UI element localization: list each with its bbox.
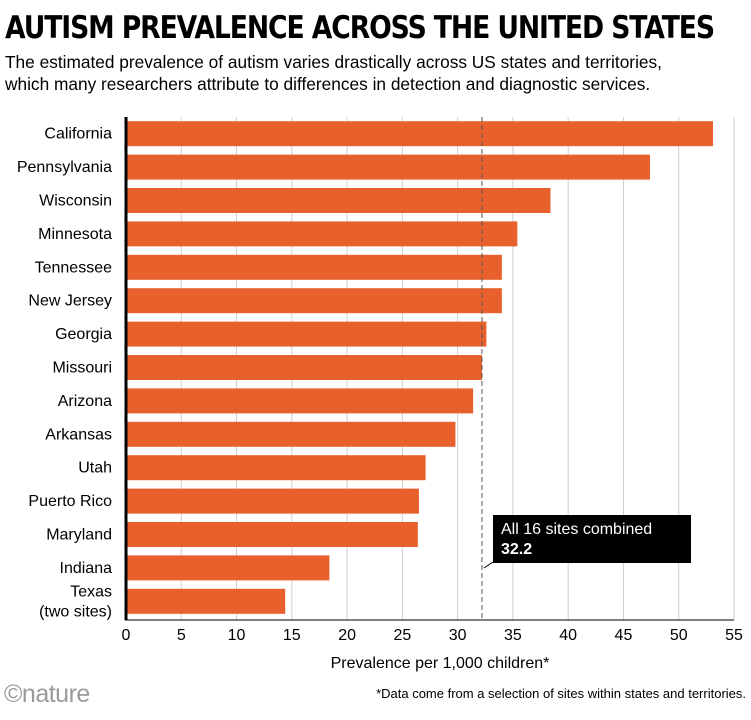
- category-label-line: (two sites): [39, 603, 112, 620]
- category-label-line: California: [44, 126, 112, 143]
- category-label-line: Wisconsin: [39, 193, 112, 210]
- category-label-9: Arkansas: [45, 426, 112, 443]
- category-label-line: Pennsylvania: [17, 159, 112, 176]
- footnote: *Data come from a selection of sites wit…: [376, 686, 746, 701]
- category-label-line: Puerto Rico: [28, 493, 112, 510]
- bar-4: [126, 254, 502, 280]
- x-tick-label-10: 10: [228, 627, 246, 644]
- category-label-7: Missouri: [52, 360, 112, 377]
- subtitle-line-1: The estimated prevalence of autism varie…: [5, 52, 662, 72]
- bar-2: [126, 188, 551, 213]
- nature-logo: ©nature: [4, 680, 90, 708]
- x-tick-label-30: 30: [449, 627, 467, 644]
- x-tick-label-15: 15: [283, 627, 301, 644]
- category-label-12: Maryland: [46, 527, 112, 544]
- category-label-line: Missouri: [52, 360, 112, 377]
- category-label-6: Georgia: [55, 326, 112, 343]
- chart-subtitle: The estimated prevalence of autism varie…: [5, 51, 662, 95]
- x-tick-label-40: 40: [559, 627, 577, 644]
- bar-10: [126, 455, 426, 481]
- bar-0: [126, 121, 713, 147]
- category-label-2: Wisconsin: [39, 193, 112, 210]
- combined-callout: All 16 sites combined 32.2: [493, 515, 691, 563]
- category-label-line: Tennessee: [35, 259, 112, 276]
- category-label-8: Arizona: [58, 393, 112, 410]
- category-label-line: New Jersey: [28, 293, 112, 310]
- category-label-3: Minnesota: [38, 226, 112, 243]
- bar-11: [126, 488, 419, 514]
- x-tick-label-0: 0: [122, 627, 131, 644]
- bar-7: [126, 355, 482, 380]
- category-label-line: Arizona: [58, 393, 112, 410]
- category-label-line: Texas: [70, 583, 112, 600]
- callout-value: 32.2: [501, 541, 533, 558]
- bar-13: [126, 555, 330, 581]
- bar-5: [126, 288, 502, 314]
- bar-8: [126, 388, 474, 414]
- x-tick-label-20: 20: [338, 627, 356, 644]
- x-axis-title: Prevalence per 1,000 children*: [331, 655, 550, 672]
- category-label-line: Utah: [78, 460, 112, 477]
- category-label-0: California: [44, 126, 112, 143]
- category-label-10: Utah: [78, 460, 112, 477]
- x-tick-label-5: 5: [177, 627, 186, 644]
- bar-9: [126, 421, 456, 447]
- bar-14: [126, 588, 286, 614]
- x-tick-label-50: 50: [670, 627, 688, 644]
- category-label-line: Minnesota: [38, 226, 112, 243]
- bar-6: [126, 321, 487, 347]
- category-label-14: Texas (two sites): [39, 583, 112, 620]
- callout-label: All 16 sites combined: [501, 521, 653, 538]
- subtitle-line-2: which many researchers attribute to diff…: [5, 74, 651, 94]
- category-label-line: Georgia: [55, 326, 112, 343]
- category-label-line: Maryland: [46, 527, 112, 544]
- bar-3: [126, 221, 518, 247]
- category-label-line: Indiana: [60, 560, 113, 577]
- category-label-13: Indiana: [60, 560, 113, 577]
- category-label-1: Pennsylvania: [17, 159, 112, 176]
- category-label-11: Puerto Rico: [28, 493, 112, 510]
- category-label-5: New Jersey: [28, 293, 112, 310]
- category-label-line: Arkansas: [45, 426, 112, 443]
- x-tick-label-35: 35: [504, 627, 522, 644]
- bar-1: [126, 154, 650, 180]
- chart-title: AUTISM PREVALENCE ACROSS THE UNITED STAT…: [5, 10, 715, 46]
- x-tick-label-45: 45: [615, 627, 633, 644]
- x-tick-label-55: 55: [725, 627, 743, 644]
- bar-12: [126, 522, 418, 547]
- x-tick-label-25: 25: [393, 627, 411, 644]
- category-label-4: Tennessee: [35, 259, 112, 276]
